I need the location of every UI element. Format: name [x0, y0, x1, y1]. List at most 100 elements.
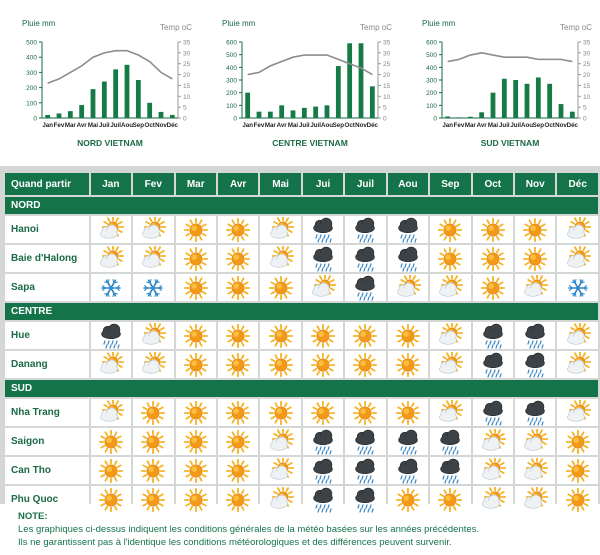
x-tick-label: Oct	[545, 122, 555, 129]
bar	[301, 107, 307, 118]
sun-icon	[141, 487, 166, 512]
x-tick-label: Déc	[367, 122, 379, 129]
cloud-sun-icon	[100, 399, 124, 422]
weather-cell	[430, 216, 471, 243]
weather-table-frame: Quand partir Jan Fev Mar Avr Mai Jui Juil Aou Se…	[0, 166, 600, 513]
weather-cell	[430, 428, 471, 455]
cloud-sun-icon	[142, 322, 167, 345]
x-tick-label: Jan	[242, 122, 253, 129]
ylabel-left: Pluie mm	[22, 19, 56, 28]
y-tick-label-left: 600	[426, 40, 437, 47]
ylabel-right: Temp oC	[160, 23, 192, 32]
storm-icon	[313, 429, 333, 455]
bar	[569, 111, 575, 118]
weather-cell	[557, 399, 598, 426]
weather-cell	[345, 399, 386, 426]
y-tick-label-right: 0	[383, 116, 387, 123]
y-tick-label-left: 200	[226, 90, 237, 97]
bar	[313, 106, 319, 118]
weather-cell	[430, 457, 471, 484]
chart-nord-svg: Pluie mm Temp oC 0 100 200 300 400 500 0 5 10 15 20 2…	[22, 19, 192, 148]
x-tick-label: Avr	[77, 122, 88, 129]
header-month: Nov	[515, 173, 556, 195]
bar	[124, 64, 130, 118]
weather-cell	[302, 322, 344, 349]
chart-sud-svg: Pluie mm Temp oC 0 100 200 300 400 500 600 0 5 10 15…	[422, 19, 592, 148]
y-tick-label-left: 600	[226, 40, 237, 47]
table-row: Can Tho	[5, 457, 598, 484]
weather-cell	[90, 457, 132, 484]
y-tick-label-left: 100	[26, 100, 37, 107]
sun-icon	[183, 429, 208, 454]
cloud-sun-icon	[269, 457, 294, 480]
storm-icon	[440, 458, 461, 484]
storm-icon	[398, 458, 418, 484]
bar	[79, 105, 85, 118]
weather-cell	[133, 428, 174, 455]
weather-cell	[515, 216, 556, 243]
weather-cell	[345, 428, 386, 455]
sun-icon	[395, 400, 421, 425]
header-month: Déc	[557, 173, 598, 195]
weather-cell	[430, 245, 471, 272]
x-tick-label: Juil	[499, 122, 510, 129]
table-header-row: Quand partir Jan Fev Mar Avr Mai Jui Juil Aou Se…	[5, 173, 598, 195]
sun-icon	[268, 275, 293, 300]
section-label: CENTRE	[5, 303, 598, 320]
storm-icon	[355, 429, 376, 455]
table-row: Danang	[5, 351, 598, 378]
bar	[513, 80, 519, 118]
bar	[445, 116, 451, 118]
y-tick-label-left: 100	[426, 103, 437, 110]
weather-cell	[345, 351, 386, 378]
weather-cell	[430, 322, 471, 349]
weather-cell	[90, 428, 132, 455]
city-name: Hue	[5, 322, 89, 349]
weather-cell	[133, 245, 174, 272]
weather-cell	[387, 216, 429, 243]
sun-icon	[395, 487, 421, 512]
sun-icon	[395, 323, 421, 348]
sun-icon	[98, 487, 123, 512]
y-tick-label-right: 10	[183, 94, 191, 101]
sun-icon	[310, 400, 336, 425]
y-tick-label-right: 10	[383, 94, 391, 101]
x-tick-label: Nov	[555, 122, 567, 129]
weather-cell	[302, 486, 344, 513]
sun-icon	[438, 487, 463, 512]
cloud-sun-icon	[481, 457, 506, 480]
weather-cell	[387, 274, 429, 301]
header-month: Avr	[217, 173, 259, 195]
section-label: NORD	[5, 197, 598, 214]
weather-cell	[217, 486, 259, 513]
storm-icon	[313, 487, 333, 513]
bar	[101, 81, 107, 118]
cloud-sun-icon	[566, 399, 591, 422]
weather-cell	[472, 322, 514, 349]
sun-icon	[310, 323, 336, 348]
storm-icon	[355, 217, 376, 243]
bar	[158, 111, 164, 118]
temperature-line	[447, 52, 573, 63]
bar	[501, 78, 507, 118]
header-month: Mai	[260, 173, 301, 195]
header-month: Fev	[133, 173, 174, 195]
weather-cell	[260, 457, 301, 484]
weather-cell	[515, 486, 556, 513]
cloud-sun-icon	[100, 216, 124, 239]
weather-cell	[515, 322, 556, 349]
bar	[135, 80, 141, 118]
y-tick-label-left: 200	[26, 85, 37, 92]
cloud-sun-icon	[439, 274, 464, 297]
weather-cell	[133, 457, 174, 484]
sun-icon	[226, 400, 251, 425]
weather-cell	[302, 245, 344, 272]
y-tick-label-left: 400	[226, 65, 237, 72]
table-row: Hanoi	[5, 216, 598, 243]
cloud-sun-icon	[566, 351, 591, 374]
ylabel-right: Temp oC	[360, 23, 392, 32]
sun-icon	[480, 217, 505, 242]
bar	[290, 110, 296, 118]
cloud-sun-icon	[439, 322, 464, 345]
weather-table: Quand partir Jan Fev Mar Avr Mai Jui Juil Aou Se…	[3, 171, 600, 515]
